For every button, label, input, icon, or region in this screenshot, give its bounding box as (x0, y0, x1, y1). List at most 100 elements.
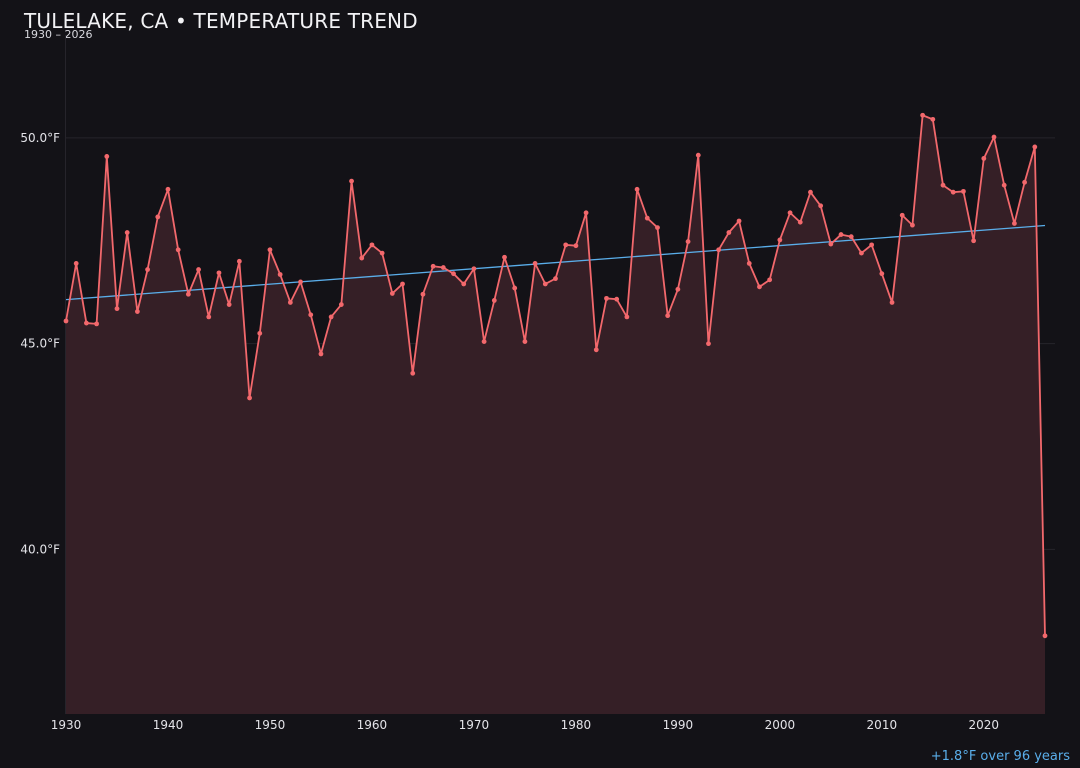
data-point (808, 189, 813, 195)
chart-title: TULELAKE, CA • TEMPERATURE TREND (24, 9, 418, 33)
data-point (328, 314, 334, 320)
data-point (247, 395, 252, 401)
data-point (84, 320, 89, 326)
data-point (971, 238, 977, 244)
data-point (440, 265, 446, 270)
data-point (757, 284, 762, 290)
data-point (644, 215, 650, 221)
data-point (563, 242, 569, 248)
data-point (593, 347, 599, 353)
trend-line (65, 224, 1046, 301)
data-point (318, 351, 324, 357)
data-point (481, 339, 487, 344)
data-point (655, 225, 660, 230)
data-point (675, 286, 681, 292)
x-tick-label: 2020 (969, 718, 1000, 732)
data-point (349, 178, 354, 184)
data-point (1042, 633, 1048, 639)
data-point (461, 281, 467, 287)
label-layer: 40.0°F 45.0°F 50.0°F 1930 1940 1950 1960 1970 19… (20, 131, 999, 732)
data-point (175, 247, 181, 253)
data-point (1022, 179, 1027, 185)
data-point (685, 239, 691, 244)
x-tick-label: 1930 (51, 718, 82, 732)
data-point (124, 230, 130, 235)
data-point (889, 300, 895, 305)
data-point (726, 230, 732, 235)
x-tick-label: 1980 (561, 718, 592, 732)
data-point (155, 214, 161, 220)
data-point (512, 285, 518, 291)
data-point (236, 258, 242, 264)
data-point (787, 210, 793, 216)
data-point (165, 186, 171, 192)
data-point (838, 232, 844, 237)
data-point (930, 116, 936, 122)
data-point (389, 291, 395, 296)
data-point (491, 298, 497, 303)
data-point (430, 263, 436, 269)
data-point (522, 339, 528, 344)
data-point (848, 234, 854, 240)
data-point (746, 260, 752, 266)
data-point (277, 272, 283, 277)
data-point (1032, 144, 1038, 150)
data-point (573, 243, 579, 249)
data-point (614, 296, 620, 302)
data-point (298, 279, 303, 285)
data-point (583, 210, 589, 216)
data-point (961, 188, 966, 194)
data-point (369, 242, 375, 248)
x-tick-label: 1960 (357, 718, 388, 732)
data-point (257, 330, 263, 336)
data-point (216, 270, 222, 276)
data-point (716, 247, 722, 253)
data-point (267, 247, 273, 253)
data-point (777, 237, 783, 243)
x-tick-label: 1990 (663, 718, 694, 732)
data-point (451, 271, 456, 277)
data-point (920, 112, 926, 118)
data-point (73, 260, 79, 266)
data-point (695, 152, 701, 158)
data-point (94, 321, 99, 327)
data-point (910, 222, 915, 228)
data-point (706, 341, 711, 347)
chart-subtitle: 1930 – 2026 (24, 28, 93, 41)
data-point (859, 250, 864, 256)
data-point (114, 306, 120, 312)
data-point (502, 254, 507, 260)
data-point (869, 242, 875, 248)
x-tick-label: 1950 (255, 718, 286, 732)
data-point (1001, 182, 1007, 188)
data-point (797, 219, 803, 225)
data-point (736, 218, 742, 224)
data-point (981, 156, 987, 161)
x-tick-label: 2010 (867, 718, 898, 732)
data-point (410, 370, 416, 376)
data-point (532, 260, 538, 266)
data-point (624, 314, 630, 320)
data-point (471, 266, 477, 272)
data-point (63, 318, 69, 324)
data-point (553, 276, 558, 282)
y-tick-label: 40.0°F (20, 542, 60, 556)
data-point (196, 267, 201, 272)
data-point (338, 302, 344, 307)
data-point (940, 182, 946, 188)
data-point (287, 300, 293, 305)
x-tick-label: 2000 (765, 718, 796, 732)
data-point (206, 314, 212, 320)
data-point (145, 267, 150, 272)
data-point (1012, 221, 1017, 226)
series-layer (63, 112, 1048, 714)
data-point (604, 295, 609, 301)
data-point (818, 203, 824, 209)
data-point (185, 291, 191, 297)
data-point (950, 189, 956, 195)
data-point (226, 302, 232, 307)
data-point (359, 255, 365, 261)
y-tick-label: 45.0°F (20, 337, 60, 351)
data-point (104, 154, 110, 159)
